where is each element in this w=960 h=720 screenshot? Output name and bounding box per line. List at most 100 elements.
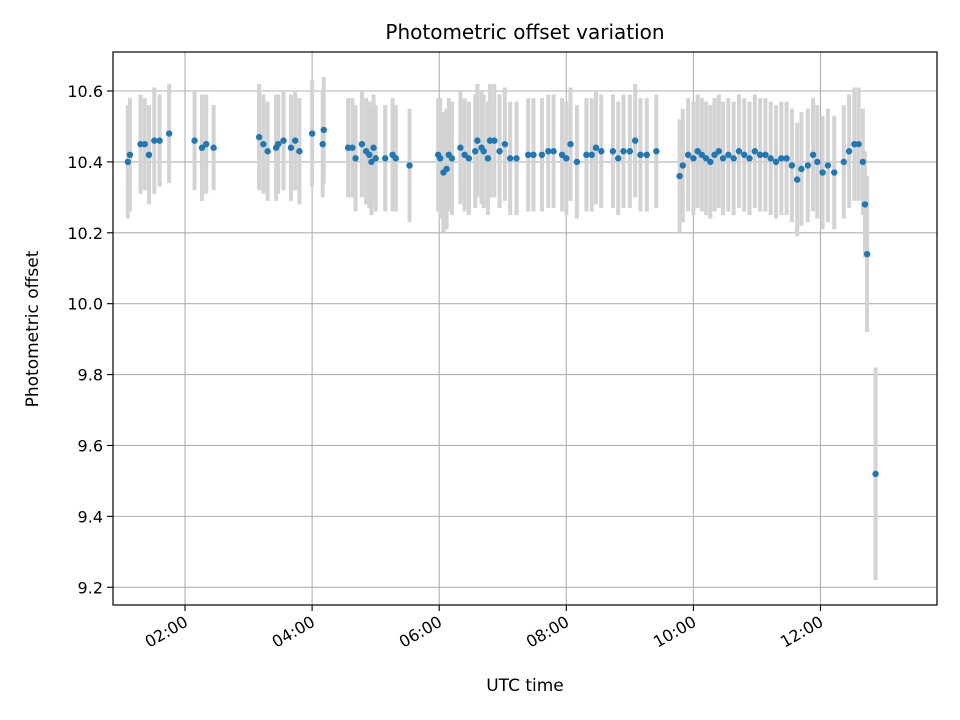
data-point (296, 148, 303, 155)
data-point (530, 151, 537, 159)
data-point (198, 144, 206, 151)
data-point (349, 144, 356, 151)
data-point (366, 151, 373, 159)
data-point (260, 140, 267, 148)
data-point (653, 148, 660, 155)
data-point (643, 151, 650, 159)
data-point (370, 144, 377, 151)
data-point (814, 158, 821, 166)
y-tick-label: 10.4 (67, 153, 103, 172)
data-point (563, 155, 570, 162)
data-point (480, 148, 487, 155)
data-point (626, 148, 634, 155)
data-point (381, 155, 389, 162)
y-tick-label: 9.2 (78, 578, 103, 597)
data-point (676, 172, 683, 180)
data-point (592, 144, 600, 151)
data-point (859, 158, 867, 166)
data-point (145, 151, 153, 159)
data-point (730, 155, 737, 162)
data-point (824, 162, 832, 169)
data-point (684, 151, 692, 159)
data-point (491, 137, 498, 144)
data-point (872, 470, 879, 478)
plot-frame (112, 51, 938, 606)
data-point (690, 155, 697, 162)
data-points (124, 126, 879, 478)
data-point (352, 155, 359, 162)
data-point (287, 144, 295, 151)
data-point (280, 137, 287, 144)
data-point (308, 130, 316, 137)
data-point (291, 137, 299, 144)
y-axis-label: Photometric offset (23, 250, 43, 407)
data-point (124, 158, 132, 166)
data-point (798, 165, 805, 173)
data-point (845, 148, 853, 155)
data-point (735, 148, 743, 155)
data-point (702, 155, 710, 162)
data-point (631, 137, 639, 144)
data-point (501, 140, 509, 148)
data-point (151, 137, 158, 144)
data-point (513, 155, 520, 162)
data-point (679, 162, 687, 169)
data-point (567, 140, 574, 148)
data-point (698, 151, 706, 159)
data-point (524, 151, 532, 159)
data-point (783, 155, 790, 162)
data-point (210, 144, 217, 151)
data-point (191, 137, 198, 144)
data-point (694, 148, 701, 155)
data-point (788, 162, 796, 169)
data-point (443, 165, 450, 173)
data-point (793, 176, 801, 183)
data-point (372, 155, 379, 162)
y-tick-label: 10.6 (67, 82, 103, 101)
data-point (255, 133, 263, 141)
data-point (809, 151, 817, 159)
data-point (863, 250, 871, 258)
data-point (126, 151, 134, 159)
data-point (156, 137, 163, 144)
data-point (620, 148, 627, 155)
data-point (583, 151, 590, 159)
data-point (506, 155, 514, 162)
data-point (819, 169, 826, 176)
data-point (550, 148, 557, 155)
data-point (804, 162, 811, 169)
data-point (767, 155, 774, 162)
data-point (751, 148, 759, 155)
data-point (831, 169, 838, 176)
data-point (609, 148, 617, 155)
data-point (461, 151, 468, 159)
data-point (368, 158, 375, 166)
data-point (165, 130, 173, 137)
y-axis-ticks: 9.2 9.4 9.6 9.8 10.0 10.2 10.4 10.6 (67, 82, 113, 597)
y-tick-label: 9.4 (78, 507, 103, 526)
data-point (707, 158, 714, 166)
data-point (746, 155, 753, 162)
y-tick-label: 10.2 (67, 224, 103, 243)
data-point (778, 155, 785, 162)
data-point (275, 140, 282, 148)
data-point (141, 140, 148, 148)
data-point (203, 140, 210, 148)
data-point (756, 151, 764, 159)
data-point (358, 140, 366, 148)
data-point (264, 148, 271, 155)
y-tick-label: 10.0 (67, 295, 103, 314)
data-point (855, 140, 862, 148)
data-point (861, 201, 869, 208)
data-point (319, 140, 326, 148)
data-point (392, 155, 399, 162)
data-point (437, 155, 444, 162)
chart-title: Photometric offset variation (385, 20, 664, 44)
data-point (615, 155, 622, 162)
data-point (406, 162, 413, 169)
data-point (573, 158, 581, 166)
data-point (637, 151, 644, 159)
data-point (448, 155, 456, 162)
